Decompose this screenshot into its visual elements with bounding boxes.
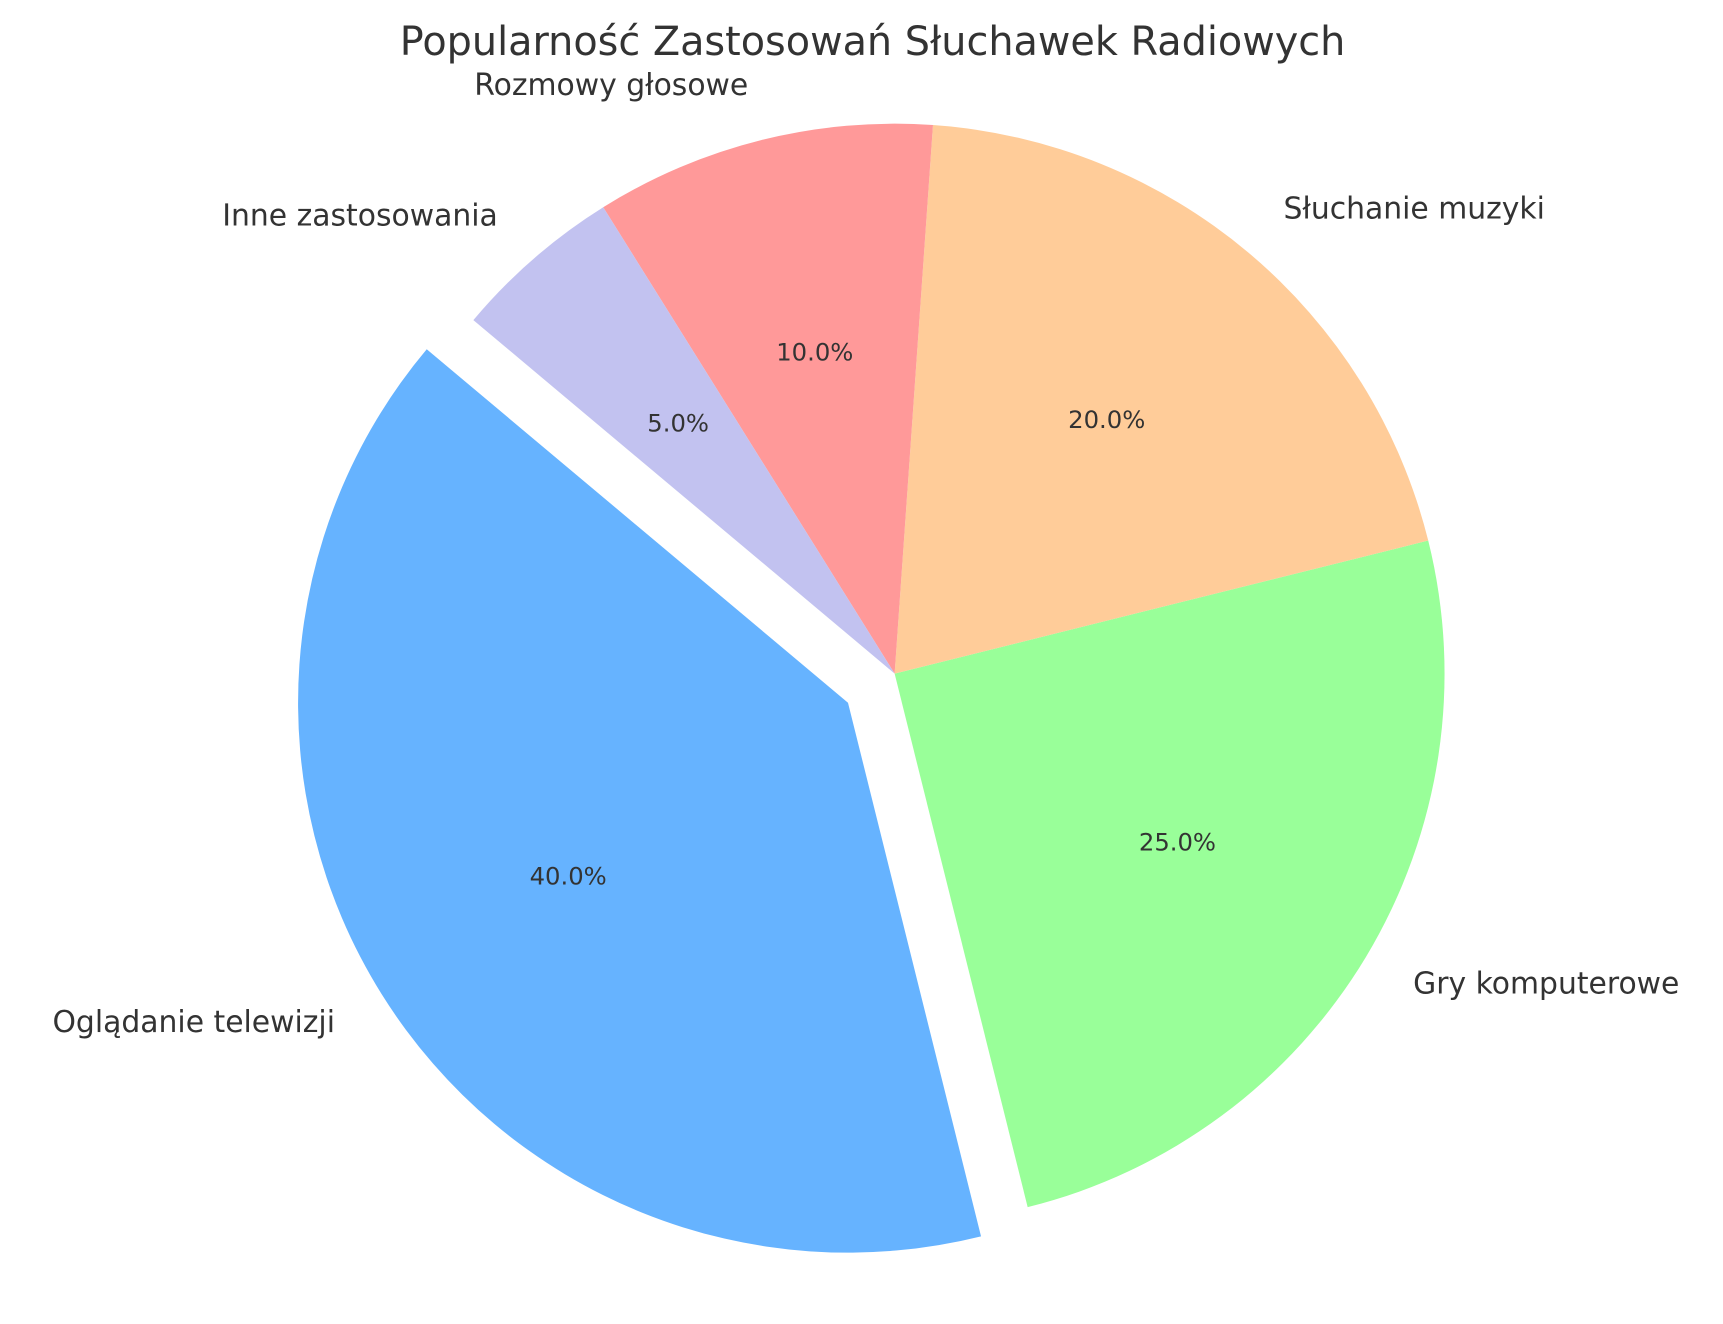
slice-label: Rozmowy głosowe	[474, 68, 748, 103]
pie-slice-0	[298, 349, 982, 1253]
slice-label: Oglądanie telewizji	[52, 1005, 335, 1040]
slice-percent-label: 5.0%	[647, 409, 709, 438]
slice-percent-label: 40.0%	[530, 862, 607, 891]
pie-slice-1	[894, 540, 1445, 1208]
slice-percent-label: 10.0%	[776, 337, 853, 366]
slice-label: Gry komputerowe	[1413, 967, 1679, 1002]
pie-slice-2	[894, 125, 1429, 674]
chart-title: Popularność Zastosowań Słuchawek Radiowy…	[400, 19, 1346, 65]
pie-slice-3	[603, 123, 933, 674]
slice-label: Słuchanie muzyki	[1283, 192, 1544, 227]
slice-percent-label: 25.0%	[1139, 828, 1216, 857]
slice-percent-label: 20.0%	[1068, 405, 1145, 434]
pie-slice-4	[473, 207, 895, 674]
slice-label: Inne zastosowania	[222, 199, 498, 234]
